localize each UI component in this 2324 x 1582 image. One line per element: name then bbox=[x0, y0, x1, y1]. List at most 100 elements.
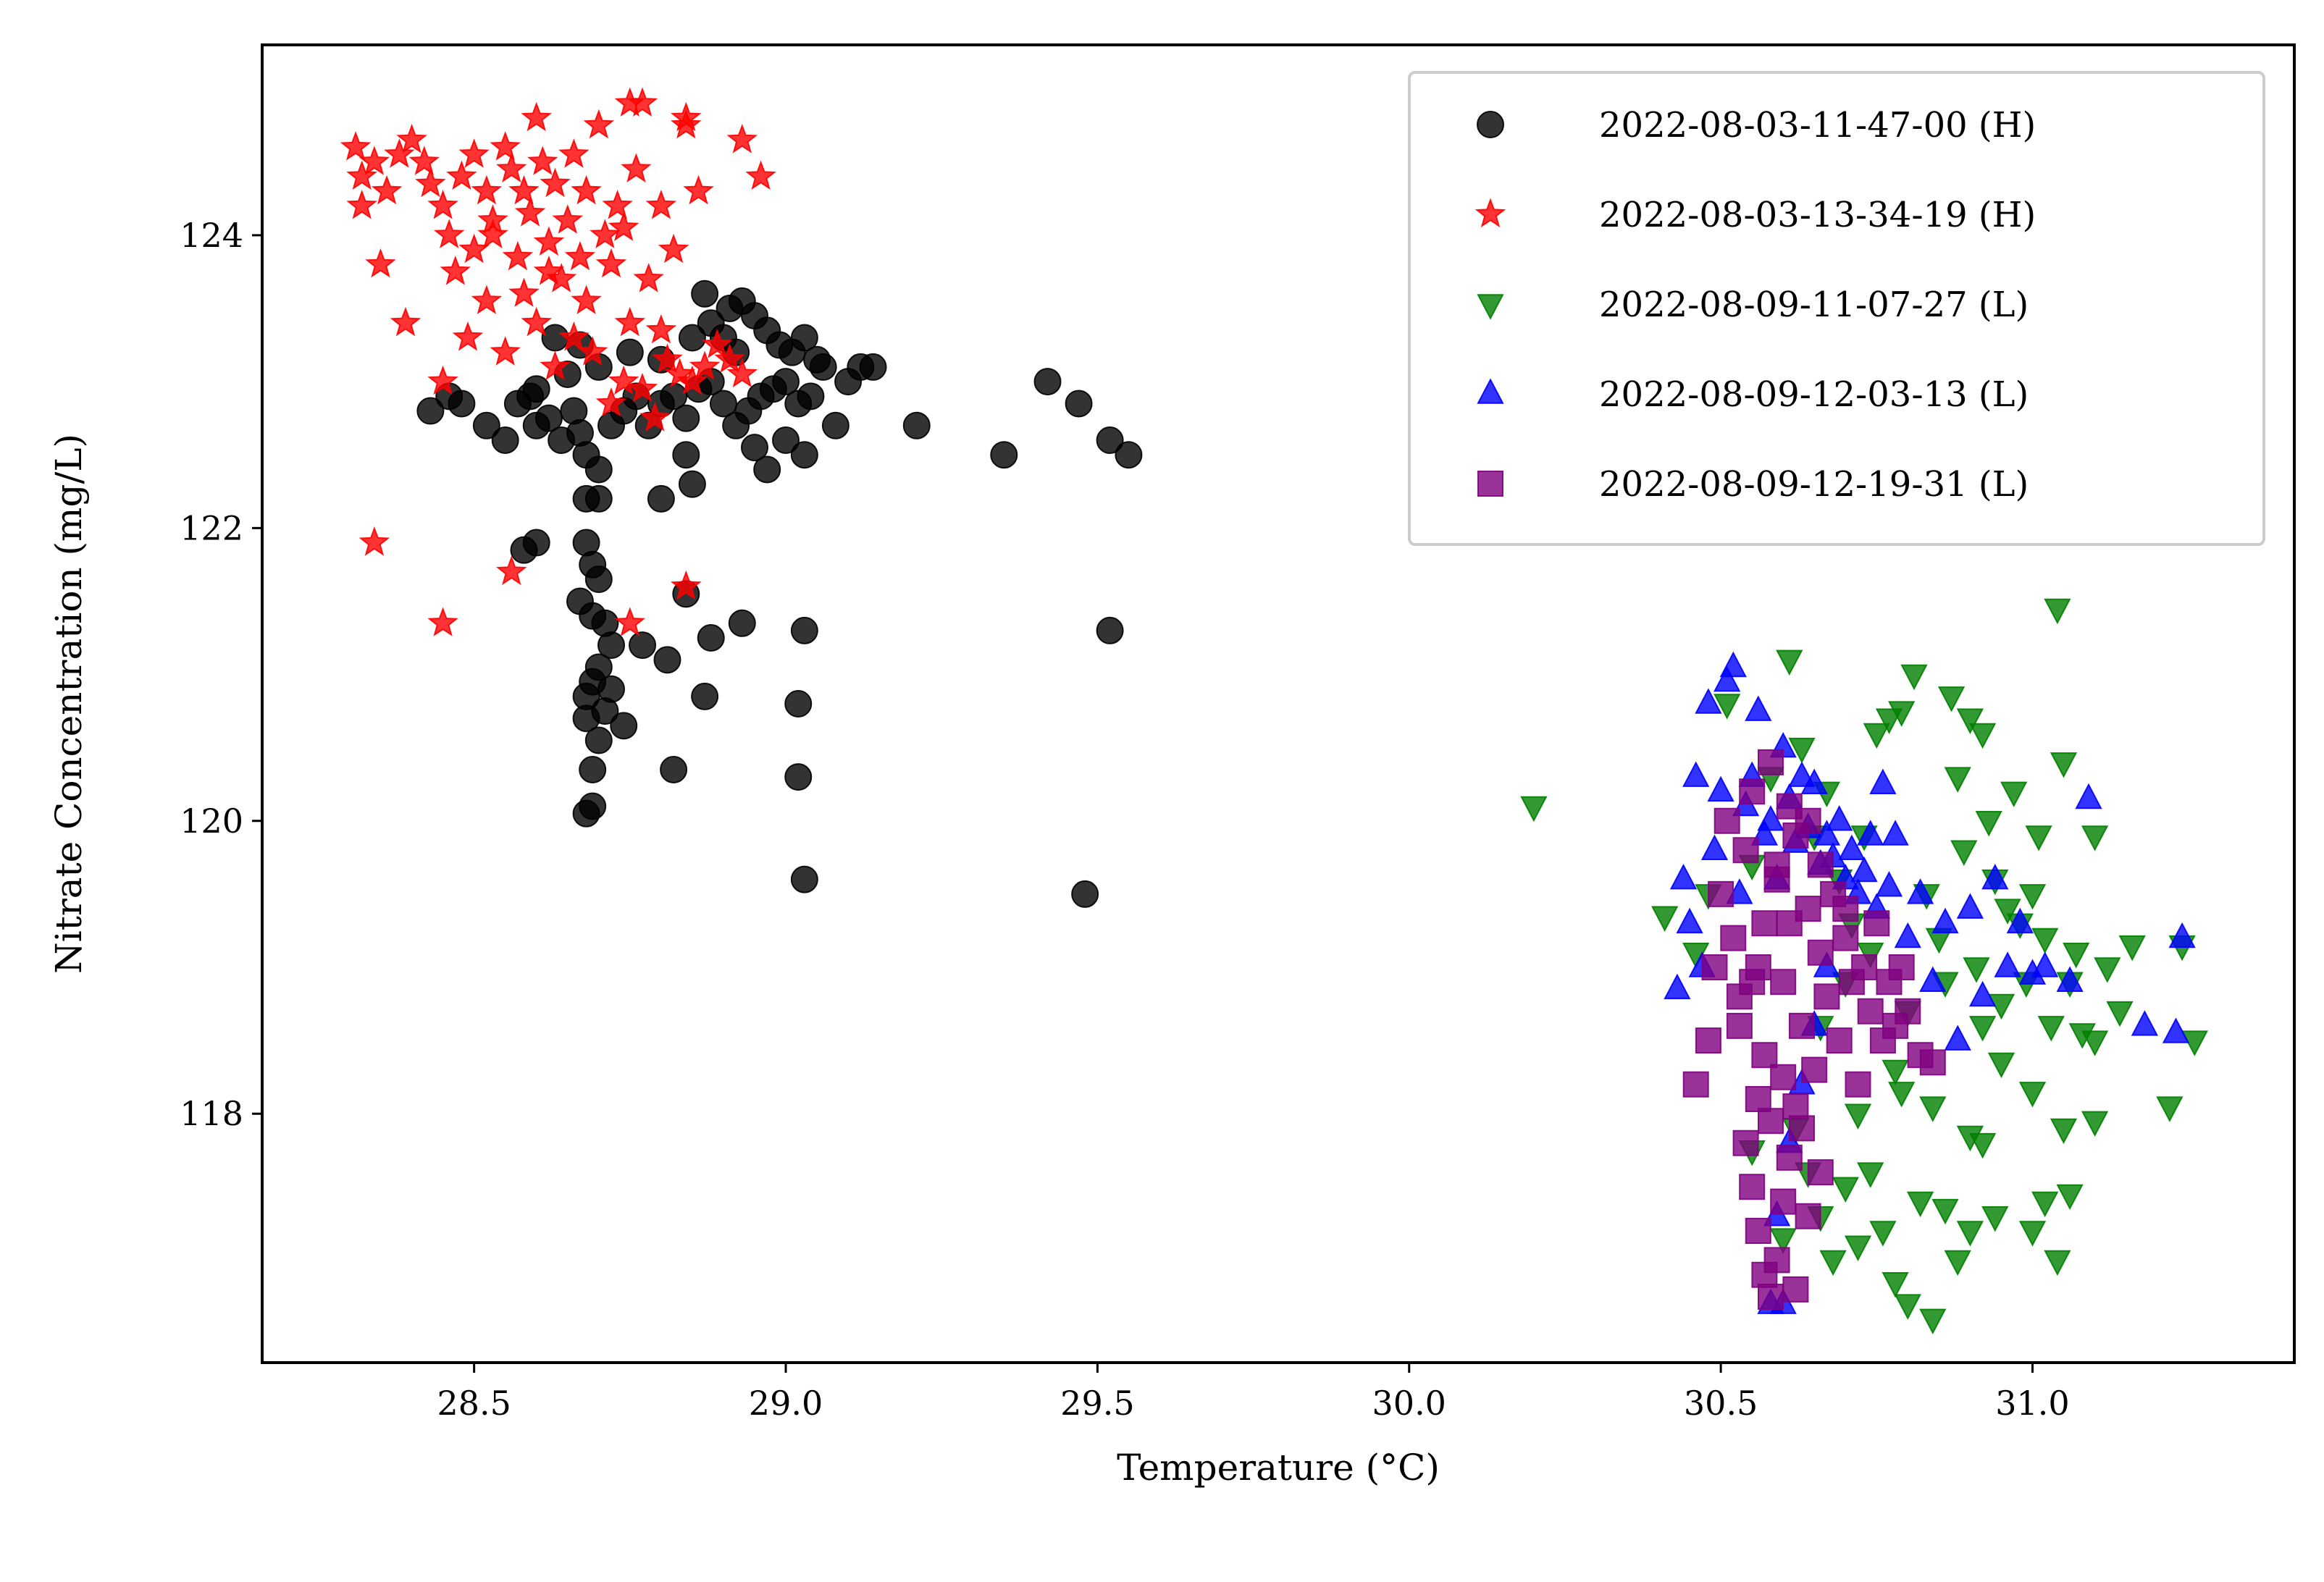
data-point bbox=[745, 160, 776, 190]
data-point bbox=[521, 101, 553, 132]
data-point bbox=[697, 624, 725, 652]
y-tick-label: 122 bbox=[180, 508, 243, 547]
series-1 bbox=[416, 279, 1143, 908]
data-point bbox=[514, 197, 546, 227]
data-point bbox=[472, 411, 500, 439]
y-axis-title: Nitrate Concentration (mg/L) bbox=[48, 434, 90, 974]
data-point bbox=[784, 763, 813, 791]
y-tick-label: 124 bbox=[180, 216, 243, 255]
data-point bbox=[2031, 927, 2059, 954]
data-point bbox=[1713, 665, 1741, 692]
data-point bbox=[540, 167, 571, 198]
data-point bbox=[358, 146, 390, 175]
data-point bbox=[803, 345, 831, 374]
data-point bbox=[579, 792, 607, 820]
data-point bbox=[683, 174, 714, 205]
y-axis-ticks: 118 120 122 124 bbox=[180, 216, 262, 1133]
data-point bbox=[608, 365, 639, 395]
data-point bbox=[1919, 1096, 1947, 1122]
data-point bbox=[2094, 957, 2121, 983]
data-point bbox=[1713, 807, 1740, 834]
data-point bbox=[1763, 851, 1790, 878]
data-point bbox=[1857, 1162, 1884, 1188]
data-point bbox=[1751, 1042, 1778, 1069]
data-point bbox=[584, 484, 613, 513]
data-point bbox=[558, 321, 590, 351]
data-point bbox=[672, 441, 700, 469]
legend-label: 2022-08-09-11-07-27 (L) bbox=[1599, 285, 2029, 325]
data-point bbox=[784, 690, 813, 718]
legend-marker bbox=[1474, 198, 1506, 228]
data-point bbox=[495, 153, 527, 183]
data-point bbox=[1701, 954, 1728, 980]
data-point bbox=[772, 368, 800, 396]
data-point bbox=[670, 570, 702, 600]
data-point bbox=[629, 631, 657, 660]
data-point bbox=[491, 426, 519, 454]
data-point bbox=[1676, 907, 1703, 934]
plot-frame bbox=[261, 43, 2296, 1364]
data-point bbox=[1968, 1016, 1997, 1042]
data-point bbox=[1695, 1027, 1721, 1054]
data-point bbox=[1832, 896, 1859, 922]
data-point bbox=[408, 146, 440, 175]
data-point bbox=[365, 248, 396, 278]
data-point bbox=[521, 306, 553, 337]
data-point bbox=[533, 226, 565, 256]
data-point bbox=[1708, 880, 1734, 907]
data-point bbox=[1707, 775, 1734, 802]
data-point bbox=[1739, 778, 1766, 805]
data-point bbox=[540, 350, 571, 381]
data-point bbox=[2044, 598, 2071, 625]
data-point bbox=[576, 336, 608, 366]
data-point bbox=[541, 324, 569, 352]
data-point bbox=[2050, 752, 2078, 778]
data-point bbox=[1751, 910, 1778, 937]
legend-marker bbox=[1477, 294, 1504, 320]
data-point bbox=[1739, 969, 1766, 996]
data-point bbox=[1906, 1191, 1934, 1218]
data-point bbox=[2056, 1184, 2084, 1211]
data-point bbox=[1719, 651, 1747, 678]
data-point bbox=[452, 321, 484, 351]
data-point bbox=[527, 146, 558, 175]
data-point bbox=[614, 306, 646, 337]
data-point bbox=[670, 109, 702, 139]
data-point bbox=[358, 526, 390, 556]
data-point bbox=[495, 555, 527, 586]
data-point bbox=[2031, 1191, 2059, 1218]
data-point bbox=[1720, 925, 1747, 951]
x-tick-label: 29.0 bbox=[749, 1384, 823, 1423]
data-point bbox=[1900, 664, 1928, 691]
data-point bbox=[1845, 1071, 1871, 1098]
data-point bbox=[579, 756, 607, 783]
data-point bbox=[1782, 1093, 1809, 1120]
data-point bbox=[2081, 1030, 2109, 1056]
data-point bbox=[1788, 761, 1816, 787]
data-point bbox=[621, 153, 652, 183]
legend: 2022-08-03-11-47-00 (H) 2022-08-03-13-34-… bbox=[1408, 71, 2265, 546]
data-point bbox=[2031, 951, 2059, 977]
data-point bbox=[1919, 966, 1947, 992]
data-point bbox=[639, 402, 671, 432]
data-point bbox=[2156, 1096, 2184, 1122]
data-point bbox=[1968, 723, 1997, 749]
data-point bbox=[691, 682, 719, 710]
data-point bbox=[1956, 893, 1984, 919]
data-point bbox=[1844, 1103, 1872, 1129]
data-point bbox=[701, 329, 733, 358]
legend-label: 2022-08-09-12-19-31 (L) bbox=[1599, 464, 2029, 505]
data-point bbox=[1931, 1198, 1959, 1225]
data-point bbox=[1944, 767, 1971, 793]
data-point bbox=[1800, 768, 1828, 794]
y-tick-label: 118 bbox=[180, 1094, 243, 1133]
data-point bbox=[2037, 1016, 2065, 1042]
data-point bbox=[2081, 825, 2109, 851]
data-point bbox=[1863, 910, 1890, 937]
data-point bbox=[1695, 688, 1722, 714]
legend-box bbox=[1408, 71, 2265, 546]
data-point bbox=[1520, 796, 1548, 822]
data-point bbox=[471, 174, 503, 205]
data-point bbox=[1875, 708, 1903, 734]
data-point bbox=[384, 138, 415, 168]
